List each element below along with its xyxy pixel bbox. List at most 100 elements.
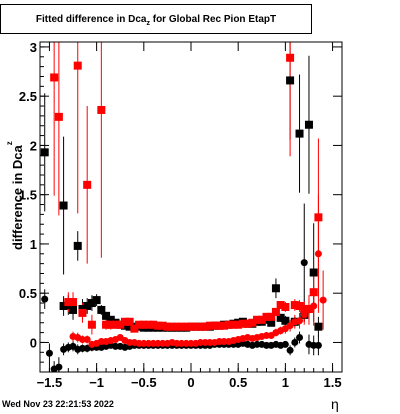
red-square-marker (281, 302, 290, 311)
red-square-marker (300, 304, 309, 313)
y-tick-label: 0 (30, 335, 37, 350)
x-axis: −1.5 −1 −0.5 0 0.5 1 1.5 (37, 42, 343, 390)
red-square-marker (125, 317, 134, 326)
black-circle-marker (281, 340, 289, 348)
x-tick-label: 1.5 (324, 375, 342, 390)
red-square-marker (253, 315, 262, 324)
red-square-marker (248, 318, 257, 327)
error-bars (44, 42, 324, 372)
red-circle-marker (286, 322, 294, 330)
red-square-marker (314, 213, 323, 222)
red-square-marker (286, 53, 295, 62)
x-tick-label: 0.5 (229, 375, 247, 390)
x-tick-label: −1.5 (37, 375, 63, 390)
red-square-marker (87, 320, 96, 329)
red-circle-marker (300, 311, 308, 319)
title-rest: for Global Rec Pion EtapT (149, 13, 277, 25)
red-square-marker (97, 105, 106, 114)
black-square-marker (281, 316, 290, 325)
x-tick-label: 0 (187, 375, 194, 390)
red-square-marker (135, 320, 144, 329)
red-square-marker (116, 320, 125, 329)
red-circle-marker (83, 335, 91, 343)
x-tick-label: 1 (282, 375, 289, 390)
black-square-marker (97, 305, 106, 314)
red-square-marker (262, 312, 271, 321)
red-square-marker (191, 322, 200, 331)
black-square-marker (295, 129, 304, 138)
red-square-marker (267, 312, 276, 321)
black-square-marker (309, 268, 318, 277)
red-circle-marker (310, 302, 318, 310)
red-square-marker (69, 298, 78, 307)
red-square-marker (238, 319, 247, 328)
red-square-marker (172, 322, 181, 331)
black-circle-marker (300, 259, 308, 267)
red-square-marker (215, 321, 224, 330)
x-tick-label: −1 (89, 375, 104, 390)
black-square-marker (125, 322, 134, 331)
black-square-marker (286, 76, 295, 85)
black-circle-marker (55, 363, 63, 371)
black-square-marker (102, 311, 111, 320)
red-circle-marker (305, 306, 313, 314)
red-square-marker (106, 320, 115, 329)
red-square-marker (295, 302, 304, 310)
red-square-marker (220, 321, 229, 330)
y-tick-label: 0.5 (19, 286, 37, 301)
black-circle-marker (314, 341, 322, 349)
red-square-marker (130, 324, 139, 333)
red-square-marker (290, 301, 299, 310)
red-square-marker (182, 322, 191, 331)
black-circle-marker (41, 295, 49, 303)
red-square-marker (64, 298, 73, 307)
red-square-marker (309, 288, 318, 297)
black-square-marker (92, 296, 101, 305)
black-square-marker (87, 299, 96, 308)
red-circle-marker (319, 296, 327, 304)
black-square-marker (59, 201, 68, 210)
chart-title: Fitted difference in Dca z for Global Rec… (0, 4, 312, 34)
red-square-marker (54, 112, 63, 121)
black-square-marker (106, 315, 115, 324)
red-square-marker (102, 320, 111, 329)
red-square-marker (243, 319, 252, 328)
red-square-marker (276, 301, 285, 310)
red-square-marker (224, 320, 233, 329)
red-square-marker (177, 322, 186, 331)
red-square-marker (78, 308, 87, 317)
x-axis-label: η (331, 396, 339, 412)
black-square-marker (59, 302, 68, 310)
y-tick-label: 2.5 (19, 89, 37, 104)
black-square-marker (73, 241, 82, 250)
red-square-marker (168, 322, 177, 331)
x-tick-label: −0.5 (131, 375, 157, 390)
red-square-marker (139, 320, 148, 329)
red-square-marker (229, 320, 238, 329)
y-tick-label: 1 (30, 237, 37, 252)
title-subscript: z (146, 19, 150, 27)
black-square-marker (304, 120, 313, 129)
y-axis-label: difference in Dcaz (5, 141, 25, 250)
red-circle-marker (296, 317, 304, 325)
black-circle-marker (296, 334, 304, 342)
red-square-marker (158, 321, 167, 330)
red-square-marker (196, 322, 205, 331)
y-tick-label: 1.5 (19, 188, 37, 203)
red-square-marker (234, 320, 243, 329)
black-square-marker (267, 318, 276, 327)
title-main: Fitted difference in Dca (35, 13, 147, 25)
black-circle-marker (286, 346, 294, 354)
y-tick-label: 2 (30, 138, 37, 153)
red-square-marker (153, 321, 162, 330)
red-square-marker (73, 61, 82, 70)
red-square-marker (50, 73, 59, 82)
y-axis: 0 0.5 1 1.5 2 2.5 3 (19, 40, 342, 373)
black-square-marker (69, 305, 78, 314)
black-square-marker (40, 148, 49, 157)
red-square-marker (257, 315, 266, 324)
red-square-marker (163, 322, 172, 331)
red-square-marker (149, 320, 158, 329)
red-square-marker (144, 320, 153, 329)
